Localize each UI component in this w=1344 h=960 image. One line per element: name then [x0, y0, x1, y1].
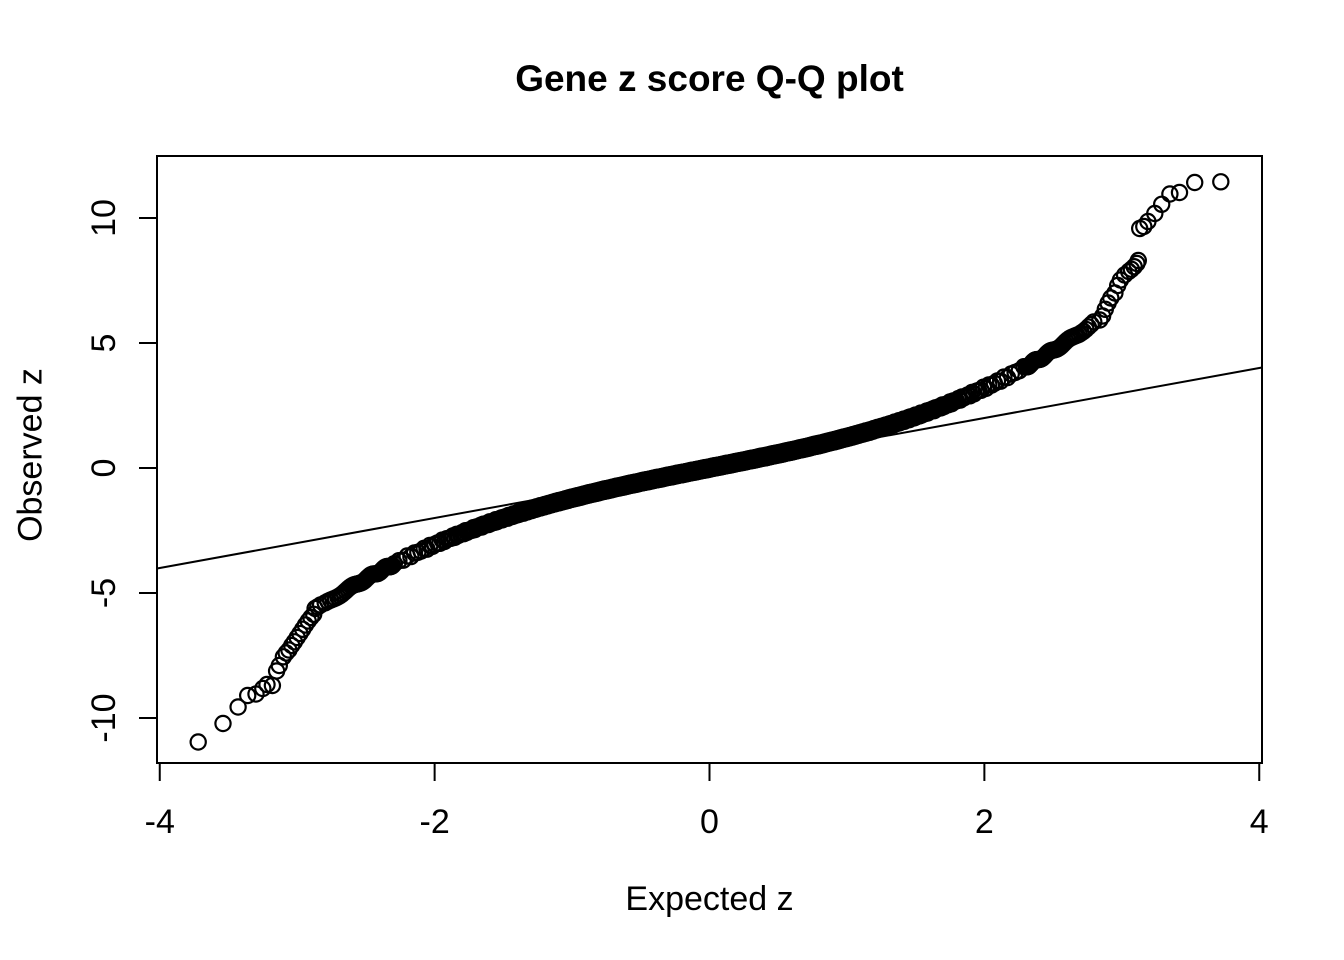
y-tick-label: 10: [85, 199, 123, 237]
x-tick-label: 0: [700, 803, 719, 841]
x-tick-label: -4: [145, 803, 175, 841]
x-axis: -4 -2 0 2 4: [145, 763, 1269, 841]
y-tick-label: 5: [85, 334, 123, 353]
x-tick-label: 2: [975, 803, 994, 841]
y-tick-label: 0: [85, 459, 123, 478]
y-tick-label: -10: [85, 693, 123, 742]
y-axis-label: Observed z: [11, 368, 50, 542]
y-axis: -10 -5 0 5 10: [85, 199, 157, 743]
qq-points: [189, 173, 1230, 751]
y-tick-label: -5: [85, 578, 123, 608]
x-tick-label: 4: [1250, 803, 1269, 841]
x-tick-label: -2: [420, 803, 450, 841]
x-axis-label: Expected z: [625, 880, 794, 918]
chart-title: Gene z score Q-Q plot: [515, 58, 904, 99]
